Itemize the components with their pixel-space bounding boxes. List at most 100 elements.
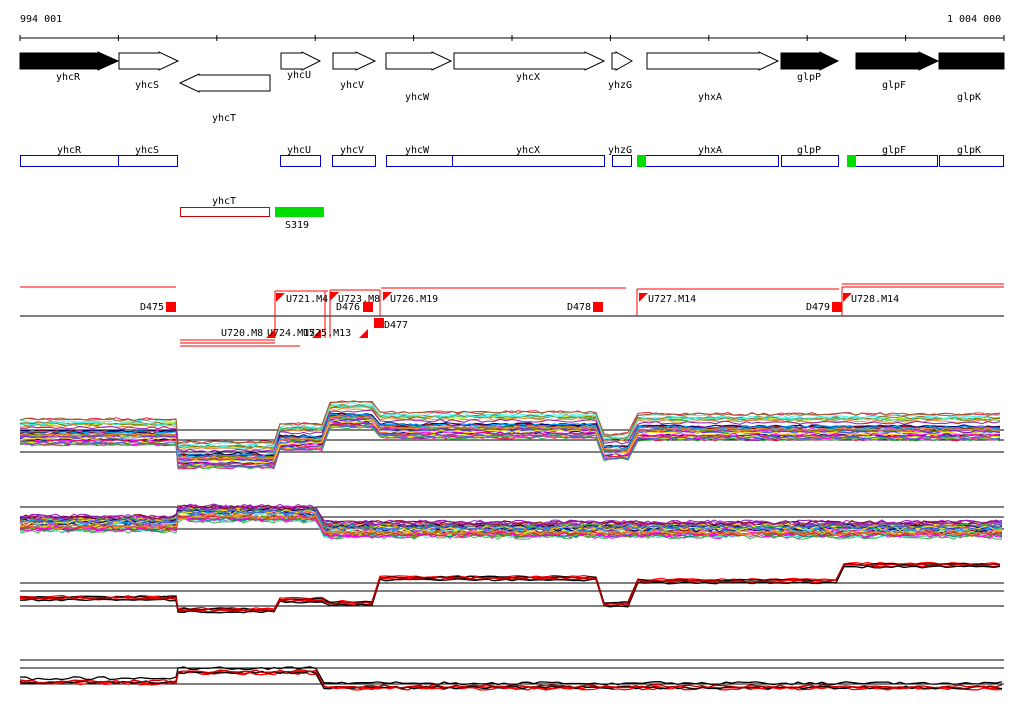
marker-U727[interactable]: U727.M14	[639, 293, 696, 305]
marker-U728[interactable]: U728.M14	[843, 293, 899, 305]
transcript-label-yhcU: yhcU	[287, 145, 311, 156]
gene-label-yhcX: yhcX	[516, 72, 540, 83]
gene-label-glpF: glpF	[882, 80, 906, 91]
marker-U725[interactable]: U725.M13	[303, 328, 368, 339]
breakpoint-track: D475 D476 D477 D478 D479 U720.M8 U721.M4	[20, 283, 1004, 347]
gene-label-yhcR: yhcR	[56, 72, 81, 83]
marker-label-U723: U723.M8	[338, 294, 380, 305]
marker-D479[interactable]: D479	[806, 302, 842, 313]
marker-U724[interactable]: U724.M15	[267, 328, 321, 339]
marker-label-D476: D476	[336, 302, 360, 313]
gene-yhcT[interactable]: yhcT	[178, 73, 271, 124]
gene-label-yhcU: yhcU	[287, 70, 311, 81]
gene-label-yhcS: yhcS	[135, 80, 159, 91]
gene-label-yhcT: yhcT	[212, 113, 236, 124]
gene-track: yhcR yhcS yhcT yhcU yhcV yhcW yhcX yhzG	[19, 51, 1005, 124]
expression-trace	[19, 400, 1001, 445]
promoter-mark-yhxA	[637, 155, 646, 167]
transcript-yhcX[interactable]: yhcX	[452, 145, 605, 167]
transcript-label-yhcS: yhcS	[135, 145, 159, 156]
marker-label-U725: U725.M13	[303, 328, 351, 339]
transcript-label-yhcX: yhcX	[516, 145, 540, 156]
transcript-label-yhcT: yhcT	[212, 196, 236, 207]
marker-U726[interactable]: U726.M19	[383, 292, 438, 305]
marker-label-D479: D479	[806, 302, 830, 313]
gene-glpF[interactable]: glpF	[855, 51, 940, 91]
gene-yhcV[interactable]: yhcV	[332, 51, 377, 91]
expression-trace	[19, 514, 1003, 537]
transcript-label-glpK: glpK	[957, 145, 981, 156]
marker-label-D478: D478	[567, 302, 591, 313]
marker-label-U720: U720.M8	[221, 328, 263, 339]
gene-glpP[interactable]: glpP	[780, 51, 840, 83]
scale-start-label: 994 001	[20, 14, 62, 25]
transcript-yhcV[interactable]: yhcV	[332, 145, 376, 167]
gene-yhcR[interactable]: yhcR	[19, 51, 120, 83]
gene-yhcS[interactable]: yhcS	[118, 51, 180, 91]
gene-label-yhcV: yhcV	[340, 80, 364, 91]
sigma-site-box	[275, 207, 324, 217]
expression-trace	[19, 415, 1001, 460]
transcript-yhcS[interactable]: yhcS	[118, 145, 178, 167]
promoter-mark-glpF	[847, 155, 856, 167]
expression-trace	[19, 564, 1001, 613]
expression-trace	[20, 409, 1001, 453]
transcript-label-yhcW: yhcW	[405, 145, 430, 156]
gene-yhzG[interactable]: yhzG	[608, 51, 634, 91]
expression-trace	[19, 561, 1001, 610]
marker-U721[interactable]: U721.M4	[276, 293, 328, 305]
expression-trace	[19, 563, 1001, 612]
gene-label-yhcW: yhcW	[405, 92, 430, 103]
gene-yhcX[interactable]: yhcX	[453, 51, 606, 83]
transcript-glpF[interactable]: glpF	[847, 145, 938, 167]
transcript-yhcR[interactable]: yhcR	[20, 145, 119, 167]
expression-trace	[19, 504, 1003, 527]
marker-D478[interactable]: D478	[567, 302, 603, 313]
marker-D477[interactable]: D477	[374, 318, 408, 331]
gene-yhcU[interactable]: yhcU	[280, 51, 322, 81]
marker-label-U721: U721.M4	[286, 294, 328, 305]
expression-trace	[19, 669, 1003, 689]
expression-trace	[19, 508, 1003, 531]
transcript-yhcU[interactable]: yhcU	[280, 145, 321, 167]
sigma-site[interactable]: S319	[275, 207, 324, 231]
marker-D476[interactable]: D476	[336, 302, 373, 313]
marker-U720[interactable]: U720.M8	[221, 328, 275, 339]
expression-trace	[19, 514, 1003, 536]
gene-label-glpP: glpP	[797, 72, 821, 83]
expression-panel-3	[19, 561, 1004, 614]
coordinate-scale: 994 001 1 004 000	[19, 14, 1005, 41]
transcript-label-glpF: glpF	[882, 145, 906, 156]
marker-label-U727: U727.M14	[648, 294, 696, 305]
gene-glpK[interactable]: glpK	[938, 52, 1005, 103]
scale-ticks	[19, 35, 1005, 41]
gene-yhxA[interactable]: yhxA	[646, 51, 780, 103]
marker-label-D475: D475	[140, 302, 164, 313]
marker-label-U724: U724.M15	[267, 328, 315, 339]
transcript-yhzG[interactable]: yhzG	[608, 145, 632, 167]
marker-label-D477: D477	[384, 320, 408, 331]
transcript-yhxA[interactable]: yhxA	[637, 145, 779, 167]
gene-label-yhxA: yhxA	[698, 92, 722, 103]
sigma-site-label: S319	[285, 220, 309, 231]
expression-trace	[19, 562, 1001, 611]
expression-trace	[19, 670, 1003, 690]
transcript-yhcW[interactable]: yhcW	[386, 145, 453, 167]
expression-panel-4	[19, 659, 1004, 691]
marker-label-U726: U726.M19	[390, 294, 438, 305]
transcript-yhcT[interactable]: yhcT	[180, 196, 270, 217]
expression-panel-2	[19, 503, 1004, 540]
marker-U723[interactable]: U723.M8	[330, 292, 380, 305]
transcript-glpP[interactable]: glpP	[781, 145, 839, 167]
expression-panel-1	[19, 400, 1004, 470]
gene-yhcW[interactable]: yhcW	[385, 51, 453, 103]
gene-label-yhzG: yhzG	[608, 80, 632, 91]
transcript-label-yhxA: yhxA	[698, 145, 722, 156]
transcript-track-reverse: yhcT S319	[180, 196, 324, 231]
expression-trace	[19, 424, 1001, 468]
scale-end-label: 1 004 000	[947, 14, 1001, 25]
transcript-glpK[interactable]: glpK	[939, 145, 1004, 167]
marker-D475[interactable]: D475	[140, 302, 176, 313]
transcript-label-glpP: glpP	[797, 145, 821, 156]
